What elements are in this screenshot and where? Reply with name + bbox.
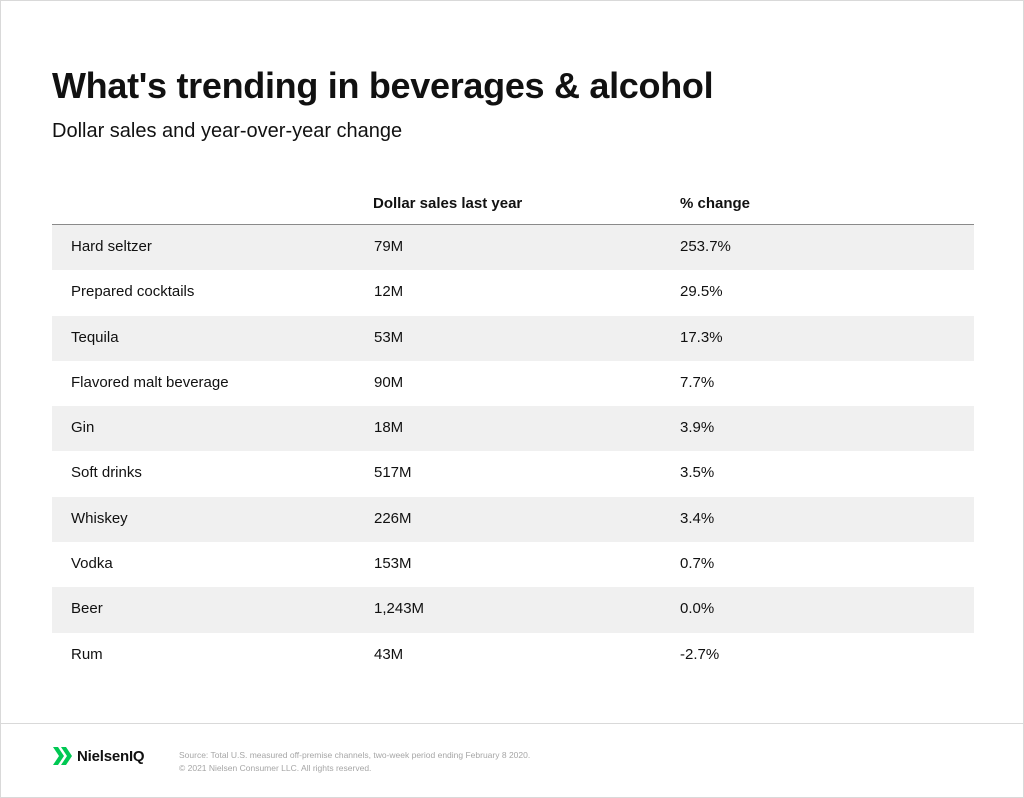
table-row: Hard seltzer 79M 253.7% [52,225,974,271]
row-category: Whiskey [71,509,128,527]
header-percent-change: % change [680,195,751,212]
row-dollar-sales: 79M [374,238,404,255]
row-percent-change: 7.7% [680,373,715,391]
table-row: Soft drinks 517M 3.5% [52,451,974,496]
table-row: Beer 1,243M 0.0% [52,587,974,633]
table-header: Dollar sales last year % change [52,184,974,225]
nielseniq-logo-mark-icon [53,747,72,765]
page-title: What's trending in beverages & alcohol [52,65,714,106]
footer-divider [1,723,1023,724]
table-row: Whiskey 226M 3.4% [52,496,974,543]
row-dollar-sales: 53M [374,328,404,346]
row-category: Soft drinks [71,464,142,482]
row-dollar-sales: 1,243M [374,600,425,618]
row-percent-change: 0.0% [680,600,715,618]
row-percent-change: 3.5% [680,464,715,482]
row-category: Beer [71,600,103,618]
row-dollar-sales: 90M [374,373,404,391]
table-row: Tequila 53M 17.3% [52,315,974,361]
row-category: Tequila [71,328,119,346]
row-dollar-sales: 43M [374,645,404,663]
row-category: Flavored malt beverage [71,373,229,391]
table-row: Prepared cocktails 12M 29.5% [52,270,974,315]
source-line: Source: Total U.S. measured off-premise … [179,750,531,760]
table-row: Gin 18M 3.9% [52,406,974,452]
row-dollar-sales: 517M [374,464,412,482]
nielseniq-logo: NielsenIQ [52,743,145,769]
data-table: Dollar sales last year % change Hard sel… [52,184,974,678]
row-percent-change: 0.7% [680,555,715,573]
row-percent-change: 3.9% [680,419,715,437]
table-row: Flavored malt beverage 90M 7.7% [52,361,974,406]
row-category: Hard seltzer [71,238,152,255]
row-percent-change: 253.7% [680,238,731,255]
page-subtitle: Dollar sales and year-over-year change [52,120,403,142]
row-dollar-sales: 153M [374,555,412,573]
row-dollar-sales: 18M [374,419,404,437]
row-percent-change: -2.7% [680,645,720,663]
row-category: Prepared cocktails [71,283,195,301]
row-category: Rum [71,645,103,663]
row-category: Gin [71,419,95,437]
table-body: Hard seltzer 79M 253.7% Prepared cocktails 1… [52,225,974,678]
logo-wordmark: NielsenIQ [77,747,145,765]
row-dollar-sales: 226M [374,509,412,527]
row-category: Vodka [71,555,113,573]
table-row: Rum 43M -2.7% [52,633,974,678]
header-dollar-sales: Dollar sales last year [373,195,523,212]
source-note: Source: Total U.S. measured off-premise … [179,749,530,775]
row-percent-change: 17.3% [680,328,723,346]
row-percent-change: 3.4% [680,509,715,527]
table-row: Vodka 153M 0.7% [52,542,974,587]
row-percent-change: 29.5% [680,283,723,301]
copyright-line: © 2021 Nielsen Consumer LLC. All rights … [179,763,372,773]
row-dollar-sales: 12M [374,283,404,301]
